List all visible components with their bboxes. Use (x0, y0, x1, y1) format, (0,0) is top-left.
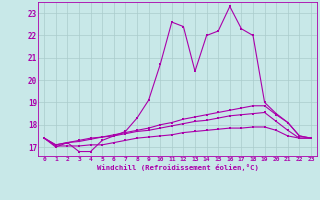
X-axis label: Windchill (Refroidissement éolien,°C): Windchill (Refroidissement éolien,°C) (97, 164, 259, 171)
